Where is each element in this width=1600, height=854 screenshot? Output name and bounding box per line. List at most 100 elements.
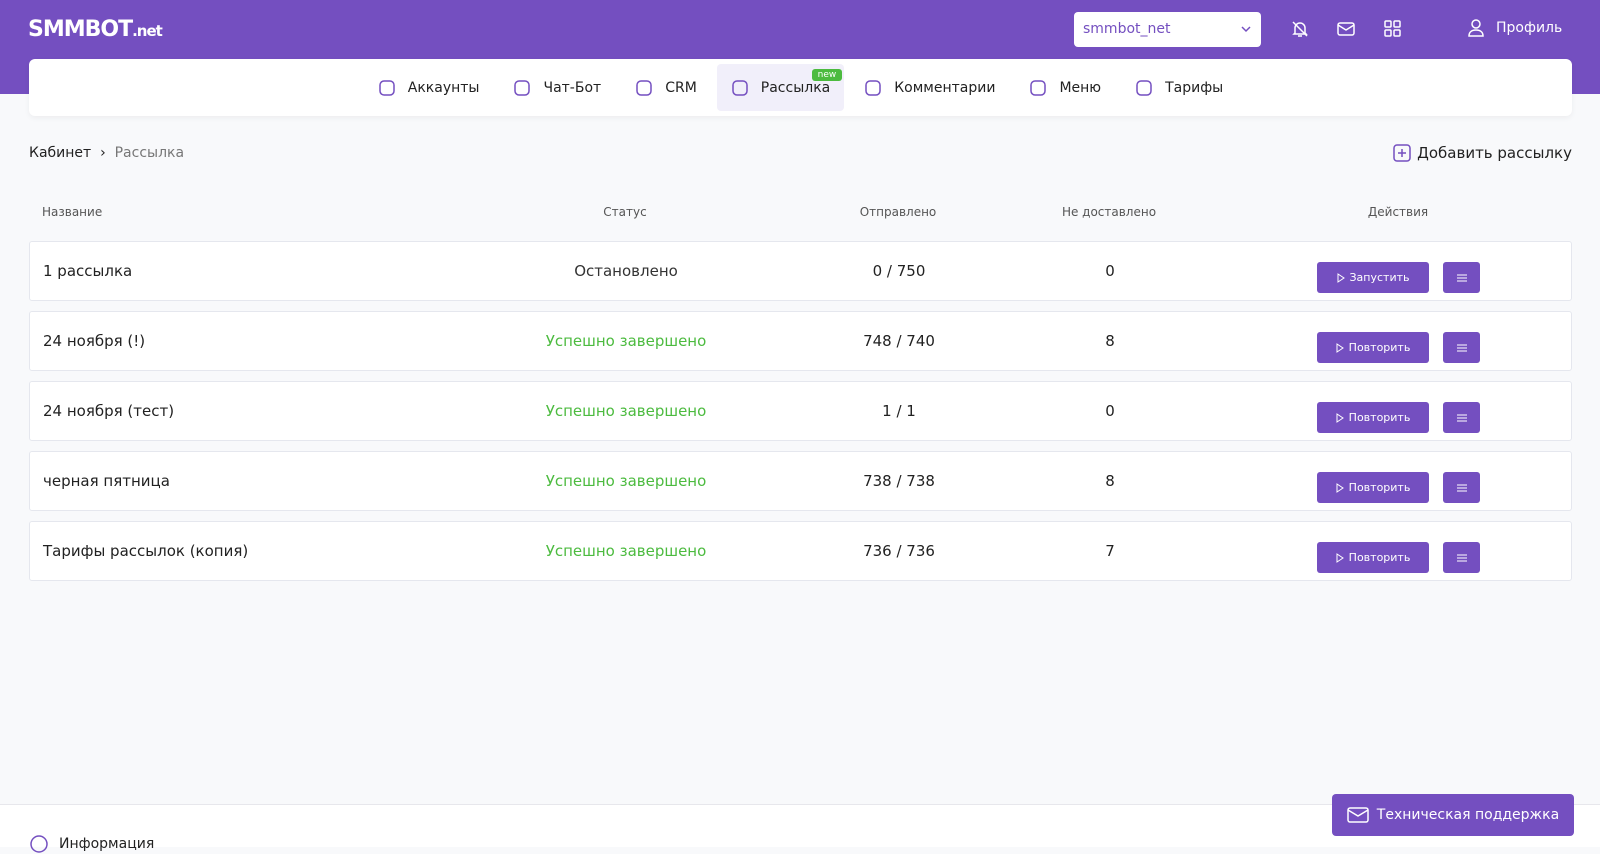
plus-icon bbox=[1393, 144, 1411, 162]
cell-sent: 748 / 740 bbox=[863, 332, 935, 350]
support-button[interactable]: Техническая поддержка bbox=[1332, 794, 1574, 836]
apps-icon[interactable] bbox=[1383, 19, 1403, 39]
cell-sent: 0 / 750 bbox=[872, 262, 926, 280]
column-header: Действия bbox=[1367, 205, 1429, 219]
mail-icon[interactable] bbox=[1336, 19, 1356, 39]
action-button[interactable]: Повторить bbox=[1317, 402, 1429, 433]
settings-button[interactable] bbox=[1443, 542, 1480, 573]
breadcrumb-current: Рассылка bbox=[114, 145, 185, 161]
table-row: 1 рассылка Остановлено 0 / 750 0 Запустить bbox=[29, 241, 1572, 301]
logo-suffix: .net bbox=[132, 22, 163, 40]
logo-text: SMMBOT bbox=[28, 17, 133, 42]
bell-icon[interactable] bbox=[1290, 19, 1310, 39]
nav-bar: Аккаунты Чат-Бот CRM Рассылка new Комментарии… bbox=[29, 59, 1572, 116]
play-icon bbox=[1336, 342, 1344, 353]
cell-undelivered: 0 bbox=[1105, 262, 1115, 280]
add-button-label: Добавить рассылку bbox=[1417, 144, 1572, 162]
profile[interactable]: Профиль bbox=[1466, 18, 1562, 38]
chevron bbox=[1241, 26, 1251, 33]
action-label: Повторить bbox=[1348, 341, 1411, 354]
nav-item[interactable]: Комментарии bbox=[850, 64, 1009, 111]
nav-item[interactable]: Рассылка new bbox=[716, 64, 845, 111]
table-row: 24 ноября (!) Успешно завершено 748 / 740 8… bbox=[29, 311, 1572, 371]
settings-icon bbox=[1456, 554, 1467, 561]
action-label: Повторить bbox=[1348, 551, 1411, 564]
nav-label: Рассылка bbox=[760, 79, 831, 96]
action-button[interactable]: Повторить bbox=[1317, 472, 1429, 503]
nav-label: Чат-Бот bbox=[543, 79, 602, 96]
nav-label: Меню bbox=[1059, 79, 1102, 96]
cell-status: Успешно завершено bbox=[545, 542, 707, 560]
mail-icon bbox=[1347, 807, 1369, 823]
cell-status: Успешно завершено bbox=[545, 332, 707, 350]
column-header: Не доставлено bbox=[1061, 205, 1157, 219]
cell-undelivered: 7 bbox=[1105, 542, 1115, 560]
action-button[interactable]: Повторить bbox=[1317, 332, 1429, 363]
action-button[interactable]: Повторить bbox=[1317, 542, 1429, 573]
user-icon bbox=[1468, 19, 1484, 37]
settings-button[interactable] bbox=[1443, 472, 1480, 503]
breadcrumb: Кабинет › Рассылка bbox=[29, 145, 185, 161]
column-header: Название bbox=[42, 205, 103, 219]
action-label: Повторить bbox=[1348, 411, 1411, 424]
settings-button[interactable] bbox=[1443, 332, 1480, 363]
nav-icon bbox=[1136, 79, 1152, 96]
nav-label: Аккаунты bbox=[407, 79, 480, 96]
nav-label: CRM bbox=[665, 79, 697, 96]
nav-item[interactable]: Чат-Бот bbox=[499, 64, 615, 111]
nav-item[interactable]: Тарифы bbox=[1121, 64, 1237, 111]
action-button[interactable]: Запустить bbox=[1317, 262, 1429, 293]
account-select[interactable]: smmbot_net bbox=[1074, 12, 1261, 47]
nav-icon bbox=[636, 79, 652, 96]
play-icon bbox=[1337, 272, 1345, 283]
play-icon bbox=[1336, 552, 1344, 563]
nav-label: Тарифы bbox=[1165, 79, 1224, 96]
breadcrumb-root[interactable]: Кабинет bbox=[29, 145, 92, 161]
cell-undelivered: 8 bbox=[1105, 332, 1115, 350]
nav-icon bbox=[514, 79, 531, 96]
cell-name: 24 ноября (!) bbox=[43, 332, 146, 350]
nav-icon bbox=[732, 79, 748, 96]
account-name: smmbot_net bbox=[1083, 21, 1171, 37]
info[interactable]: Информация bbox=[29, 834, 154, 854]
cell-status: Успешно завершено bbox=[545, 472, 707, 490]
table-row: 24 ноября (тест) Успешно завершено 1 / 1 0 П… bbox=[29, 381, 1572, 441]
nav-icon bbox=[865, 79, 881, 96]
action-label: Запустить bbox=[1349, 271, 1410, 284]
cell-sent: 738 / 738 bbox=[863, 472, 935, 490]
cell-name: Тарифы рассылок (копия) bbox=[43, 542, 249, 560]
support-label: Техническая поддержка bbox=[1376, 807, 1560, 823]
cell-name: 24 ноября (тест) bbox=[43, 402, 175, 420]
nav-icon bbox=[1030, 79, 1047, 96]
settings-icon bbox=[1456, 274, 1467, 281]
settings-button[interactable] bbox=[1443, 262, 1480, 293]
table-row: черная пятница Успешно завершено 738 / 738… bbox=[29, 451, 1572, 511]
cell-status: Остановлено bbox=[574, 262, 678, 280]
cell-undelivered: 8 bbox=[1105, 472, 1115, 490]
cell-name: 1 рассылка bbox=[43, 262, 133, 280]
profile-label: Профиль bbox=[1496, 20, 1563, 36]
logo[interactable]: SMMBOT.net bbox=[28, 17, 163, 42]
add-button[interactable]: Добавить рассылку bbox=[1393, 144, 1572, 162]
info-label: Информация bbox=[59, 836, 155, 852]
table-row: Тарифы рассылок (копия) Успешно завершено… bbox=[29, 521, 1572, 581]
nav-item[interactable]: Аккаунты bbox=[364, 64, 494, 111]
column-header: Отправлено bbox=[859, 205, 937, 219]
play-icon bbox=[1336, 412, 1344, 423]
info-icon bbox=[30, 835, 48, 853]
settings-icon bbox=[1456, 344, 1467, 351]
settings-icon bbox=[1456, 414, 1467, 421]
cell-sent: 736 / 736 bbox=[863, 542, 935, 560]
cell-status: Успешно завершено bbox=[545, 402, 707, 420]
nav-icon bbox=[379, 79, 395, 96]
cell-undelivered: 0 bbox=[1105, 402, 1115, 420]
settings-icon bbox=[1456, 484, 1467, 491]
nav-badge: new bbox=[811, 69, 843, 81]
column-header: Статус bbox=[603, 205, 647, 219]
nav-item[interactable]: CRM bbox=[621, 64, 711, 111]
play-icon bbox=[1336, 482, 1344, 493]
nav-item[interactable]: Меню bbox=[1015, 64, 1115, 111]
cell-name: черная пятница bbox=[43, 472, 170, 490]
settings-button[interactable] bbox=[1443, 402, 1480, 433]
